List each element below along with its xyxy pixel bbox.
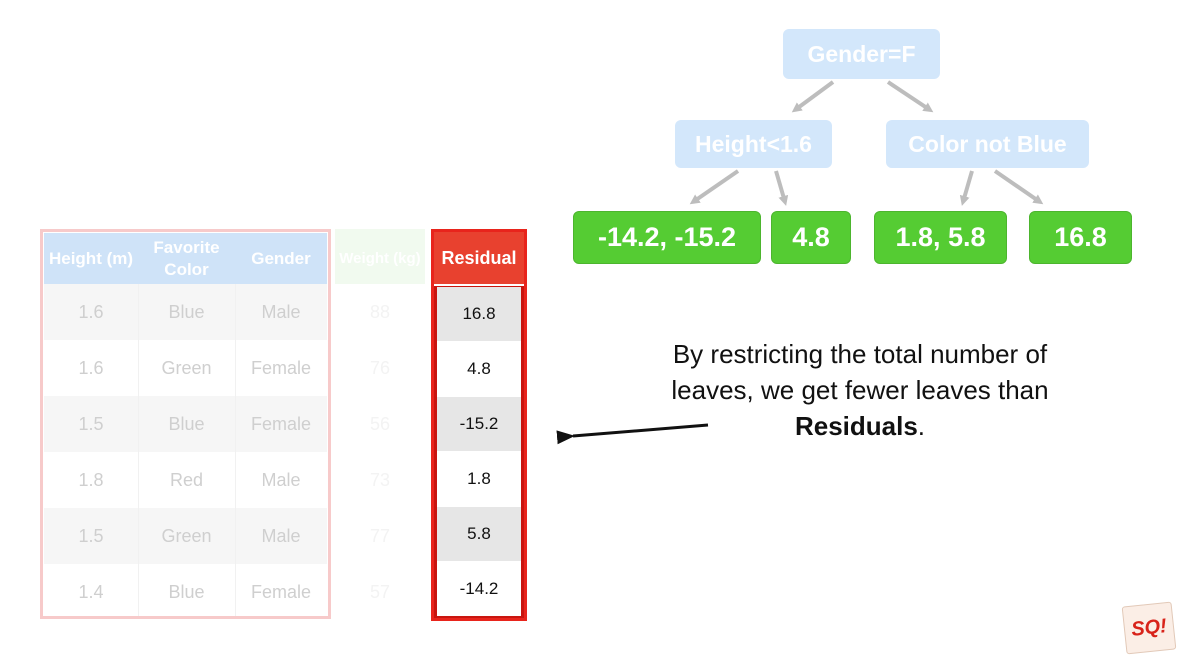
cell-color: Green	[161, 525, 212, 546]
cell-color: Green	[161, 357, 212, 378]
cell-weight: 57	[369, 581, 391, 602]
cell-weight: 76	[369, 357, 391, 378]
weight-column: Weight (kg)	[335, 229, 425, 619]
caption-end: .	[917, 411, 926, 441]
tree-leaf-4-label: 16.8	[1054, 222, 1107, 252]
statquest-logo: SQ!	[1121, 601, 1177, 655]
cell-gender: Male	[261, 525, 301, 546]
residual-cell: -14.2	[437, 562, 521, 616]
cell-gender: Male	[261, 301, 301, 322]
table-row-bg	[44, 508, 327, 564]
arrow-right-leaf4	[993, 169, 1044, 205]
tree-root-node: Gender=F	[783, 29, 940, 79]
table-row-bg	[44, 396, 327, 452]
cell-weight: 77	[369, 525, 391, 546]
tree-right-split-label: Color not Blue	[908, 130, 1067, 157]
cell-height: 1.6	[78, 301, 104, 322]
residual-cell: 4.8	[437, 342, 521, 396]
residual-column-frame	[431, 229, 527, 621]
cell-gender: Male	[261, 469, 301, 490]
cell-color: Blue	[168, 581, 205, 602]
tree-leaf-4: 16.8	[1029, 211, 1132, 264]
tree-leaf-1: -14.2, -15.2	[573, 211, 761, 264]
header-weight: Weight (kg)	[339, 249, 421, 267]
table-divider	[138, 284, 139, 616]
arrow-root-right	[886, 80, 934, 113]
data-table-frame	[40, 229, 331, 619]
cell-color: Blue	[168, 301, 205, 322]
cell-height: 1.6	[78, 357, 104, 378]
tree-leaf-3-label: 1.8, 5.8	[895, 222, 986, 252]
header-gender: Gender	[251, 248, 311, 268]
tree-leaf-2: 4.8	[771, 211, 851, 264]
cell-weight: 73	[369, 469, 391, 490]
residual-cell: 16.8	[437, 287, 521, 341]
cell-color: Blue	[168, 413, 205, 434]
cell-gender: Female	[250, 413, 312, 434]
header-favorite-color: Favorite Color	[153, 237, 220, 279]
residual-cell: -15.2	[437, 397, 521, 451]
cell-weight: 56	[369, 413, 391, 434]
tree-leaf-3: 1.8, 5.8	[874, 211, 1007, 264]
cell-weight: 88	[369, 301, 391, 322]
caption-bold: Residuals	[794, 411, 918, 441]
tree-left-split-node: Height<1.6	[675, 120, 832, 168]
cell-gender: Female	[250, 581, 312, 602]
header-residual: Residual	[434, 232, 524, 284]
pointer-arrow	[556, 423, 709, 445]
cell-color: Red	[169, 469, 204, 490]
logo-text: SQ!	[1130, 614, 1168, 641]
tree-right-split-node: Color not Blue	[886, 120, 1089, 168]
arrow-right-leaf3	[959, 170, 974, 206]
tree-left-split-label: Height<1.6	[695, 130, 812, 157]
arrow-left-leaf1	[689, 169, 740, 205]
arrow-root-left	[791, 80, 835, 113]
tree-leaf-2-label: 4.8	[792, 222, 830, 252]
caption-text: By restricting the total number of leave…	[670, 336, 1050, 444]
table-divider	[235, 284, 236, 616]
header-height: Height (m)	[48, 248, 134, 268]
caption-main: By restricting the total number of leave…	[671, 339, 1049, 405]
cell-height: 1.5	[78, 525, 104, 546]
residual-cell: 5.8	[437, 507, 521, 561]
arrow-left-leaf2	[774, 170, 789, 206]
cell-height: 1.8	[78, 469, 104, 490]
cell-height: 1.5	[78, 413, 104, 434]
cell-height: 1.4	[78, 581, 104, 602]
table-header-bar	[44, 233, 327, 284]
cell-gender: Female	[250, 357, 312, 378]
tree-root-label: Gender=F	[807, 40, 916, 67]
residual-cell: 1.8	[437, 452, 521, 506]
table-row-bg	[44, 284, 327, 340]
tree-leaf-1-label: -14.2, -15.2	[597, 222, 737, 252]
